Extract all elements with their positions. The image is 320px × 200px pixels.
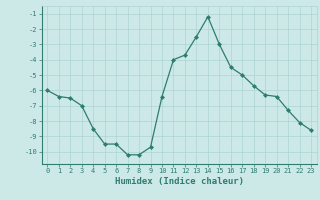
- X-axis label: Humidex (Indice chaleur): Humidex (Indice chaleur): [115, 177, 244, 186]
